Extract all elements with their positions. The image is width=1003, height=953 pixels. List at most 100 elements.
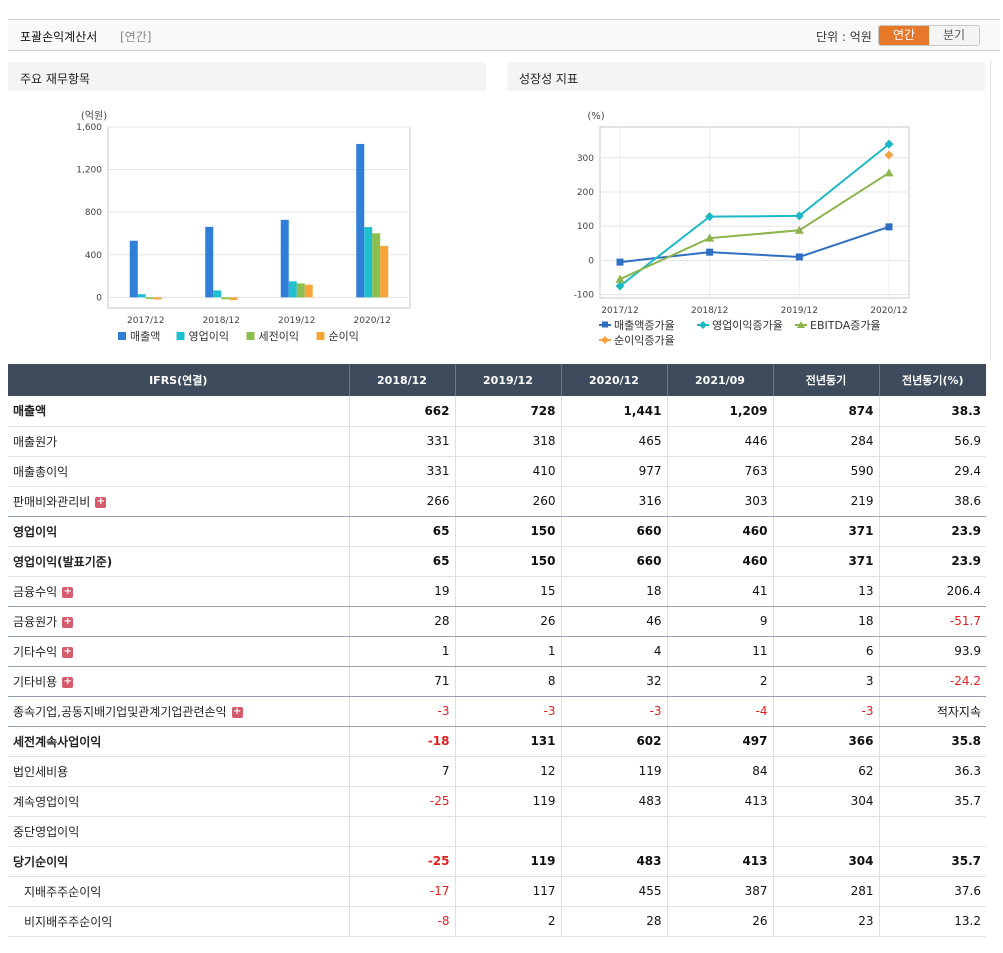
table-cell: 23.9 [879, 546, 986, 577]
bar-순이익 [229, 297, 238, 301]
table-header-row: IFRS(연결) 2018/12 2019/12 2020/12 2021/09 전년동기… [8, 364, 986, 396]
expand-plus-icon[interactable]: + [62, 675, 74, 688]
table-row: 판매비와관리비 +266 260 316 303 219 38.6 [8, 486, 986, 517]
table-row: 영업이익(발표기준) 65 150 660 460 371 23.9 [8, 546, 986, 577]
table-cell: -18 [349, 726, 456, 757]
table-cell: 1,441 [561, 396, 668, 427]
row-label[interactable]: 기타수익 + [8, 636, 350, 667]
income-statement-table: IFRS(연결) 2018/12 2019/12 2020/12 2021/09 전년동기… [8, 364, 986, 937]
panel-scrollbar[interactable] [990, 60, 1000, 360]
row-label-text: 비지배주주순이익 [24, 914, 113, 929]
table-cell: -17 [349, 876, 456, 907]
point-영업이익증가율 [615, 281, 625, 291]
series-line-EBITDA증가율 [619, 171, 890, 281]
table-cell: 23.9 [879, 516, 986, 547]
x-tick-label: 2018/12 [691, 306, 728, 316]
table-cell: 32 [561, 666, 668, 697]
table-cell: 371 [773, 516, 880, 547]
col-header-6: 전년동기(%) [879, 364, 986, 396]
table-cell: 15 [455, 576, 562, 607]
y-tick-label: 200 [577, 188, 594, 198]
table-cell: 46 [561, 606, 668, 637]
table-cell: -3 [773, 696, 880, 727]
bar-순이익 [153, 297, 162, 300]
table-cell: 483 [561, 786, 668, 817]
table-cell: 적자지속 [879, 696, 986, 727]
table-cell [879, 816, 986, 847]
bar-순이익 [380, 245, 389, 298]
row-label: 법인세비용 [8, 756, 350, 787]
table-cell: 18 [561, 576, 668, 607]
table-cell: 977 [561, 456, 668, 487]
table-cell: 8 [455, 666, 562, 697]
col-header-2: 2019/12 [455, 364, 562, 396]
y-tick-label: 0 [588, 256, 594, 266]
table-cell: 150 [455, 516, 562, 547]
point-매출액증가율 [706, 248, 714, 256]
row-label[interactable]: 판매비와관리비 + [8, 486, 350, 517]
table-cell: -3 [349, 696, 456, 727]
row-label[interactable]: 금융원가 + [8, 606, 350, 637]
row-label[interactable]: 금융수익 + [8, 576, 350, 607]
row-label[interactable]: 기타비용 + [8, 666, 350, 697]
x-tick-label: 2018/12 [203, 316, 240, 326]
y-tick-label: 100 [577, 222, 594, 232]
table-row: 금융원가 +28 26 46 9 18 -51.7 [8, 606, 986, 637]
col-header-standard: IFRS(연결) [8, 364, 350, 396]
expand-plus-icon[interactable]: + [95, 495, 107, 508]
col-header-4: 2021/09 [667, 364, 774, 396]
expand-plus-icon[interactable]: + [231, 705, 243, 718]
row-label: 매출액 [8, 396, 350, 427]
row-label-text: 금융수익 [13, 584, 58, 599]
legend-label: EBITDA증가율 [810, 319, 881, 332]
row-label: 당기순이익 [8, 846, 350, 877]
bar-세전이익 [221, 297, 230, 300]
table-cell: 117 [455, 876, 562, 907]
plot-area [599, 126, 910, 299]
table-cell: 119 [561, 756, 668, 787]
expand-plus-icon[interactable]: + [62, 645, 74, 658]
table-cell: 304 [773, 846, 880, 877]
bar-매출액 [356, 143, 365, 298]
table-cell [455, 816, 562, 847]
row-label-text: 법인세비용 [13, 764, 69, 779]
legend-marker [602, 321, 608, 328]
table-cell: 446 [667, 426, 774, 457]
row-label[interactable]: 종속기업,공동지배기업및관계기업관련손익 + [8, 696, 350, 727]
x-tick-label: 2017/12 [601, 306, 638, 316]
point-EBITDA증가율 [615, 274, 625, 283]
table-cell [561, 816, 668, 847]
table-cell: 460 [667, 546, 774, 577]
table-cell: 410 [455, 456, 562, 487]
table-cell: 7 [349, 756, 456, 787]
expand-plus-icon[interactable]: + [62, 585, 74, 598]
y-tick-label: 1,200 [76, 166, 102, 176]
table-row: 중단영업이익 [8, 816, 986, 847]
bar-매출액 [129, 240, 138, 298]
growth-chart: -100 0 100 200 300 (%) 2017/12 2018/12 2019/12 20… [574, 111, 910, 347]
unit-label: 단위 : 억원 [816, 30, 872, 44]
row-label-text: 중단영업이익 [13, 824, 80, 839]
table-cell: 260 [455, 486, 562, 517]
table-cell: 371 [773, 546, 880, 577]
row-label: 매출원가 [8, 426, 350, 457]
table-cell: 131 [455, 726, 562, 757]
table-cell: -4 [667, 696, 774, 727]
statement-title: 포괄손익계산서 [20, 30, 98, 44]
table-cell: 1,209 [667, 396, 774, 427]
table-cell: 206.4 [879, 576, 986, 607]
table-cell: 65 [349, 516, 456, 547]
table-row: 기타비용 +71 8 32 2 3 -24.2 [8, 666, 986, 697]
table-cell: 602 [561, 726, 668, 757]
table-cell: 1 [455, 636, 562, 667]
table-cell: 12 [455, 756, 562, 787]
legend-label: 세전이익 [259, 330, 299, 343]
tab-quarter[interactable]: 분기 [929, 26, 979, 45]
bar-영업이익 [364, 227, 373, 298]
table-cell: 6 [773, 636, 880, 667]
tab-annual[interactable]: 연간 [879, 26, 929, 45]
expand-plus-icon[interactable]: + [62, 615, 74, 628]
legend-label: 매출액증가율 [614, 319, 675, 332]
x-tick-label: 2017/12 [127, 316, 164, 326]
table-cell [667, 816, 774, 847]
